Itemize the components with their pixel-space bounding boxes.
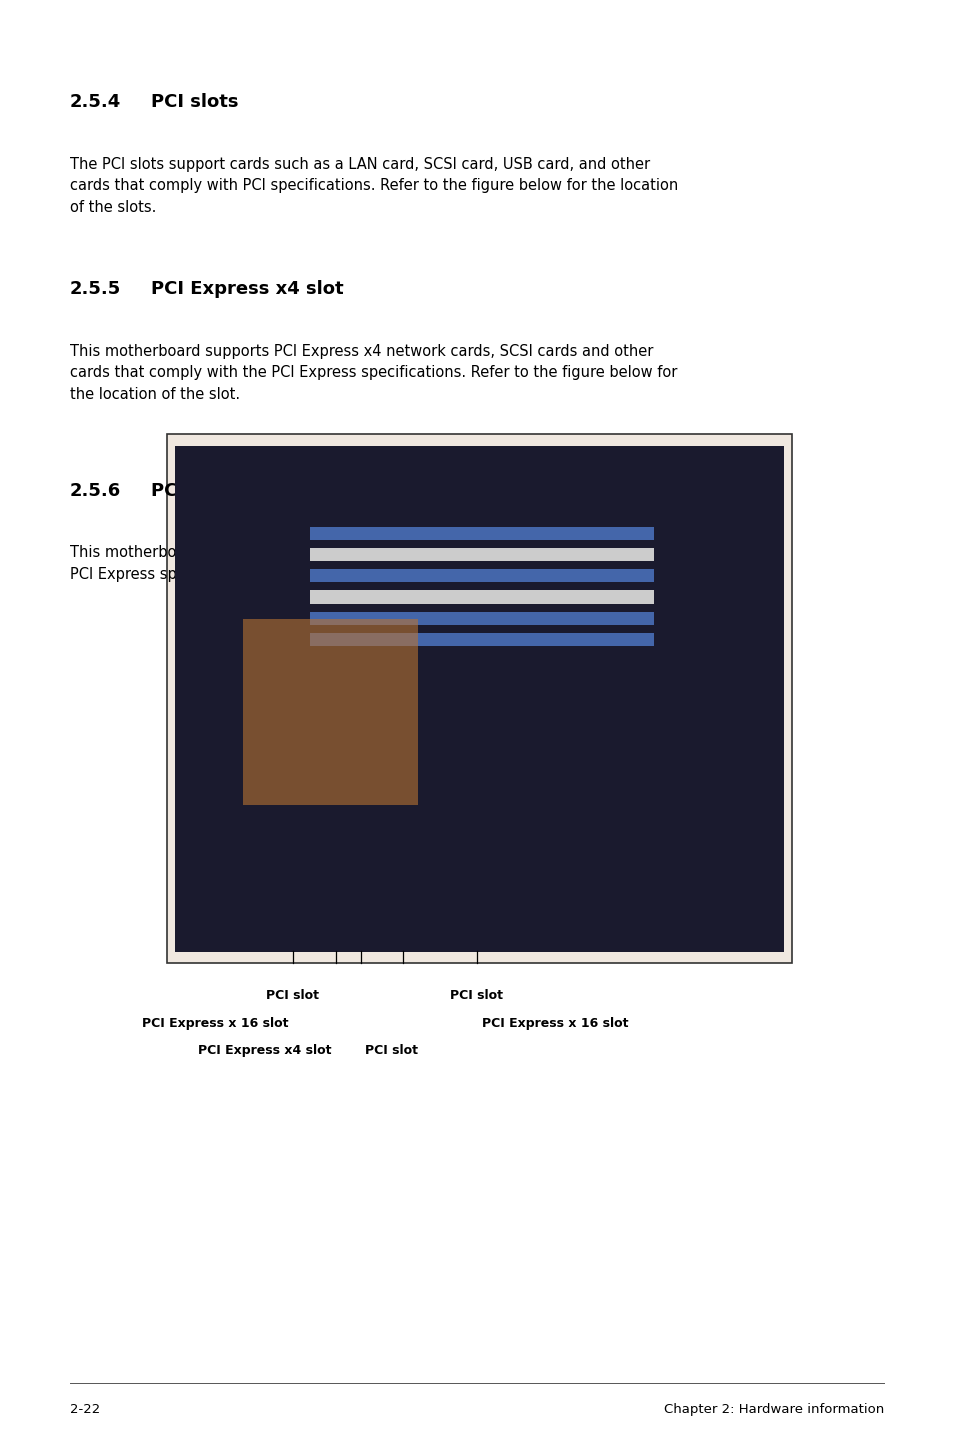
Text: Chapter 2: Hardware information: Chapter 2: Hardware information: [663, 1403, 883, 1416]
Bar: [310, 611, 653, 624]
Text: PCI slots: PCI slots: [151, 93, 238, 112]
Text: PCI Express x 16 slot: PCI Express x 16 slot: [141, 1017, 288, 1030]
Bar: [310, 526, 653, 541]
Bar: [243, 620, 417, 805]
Text: 2.5.5: 2.5.5: [70, 280, 121, 299]
Bar: [310, 548, 653, 561]
Text: PCI Express x4 slot: PCI Express x4 slot: [197, 1044, 331, 1057]
Text: This motherboard supports PCI Express x4 network cards, SCSI cards and other
car: This motherboard supports PCI Express x4…: [70, 344, 677, 401]
Bar: [310, 591, 653, 604]
Text: PCI Express x16 slots: PCI Express x16 slots: [151, 482, 366, 500]
Text: PCI Express x4 slot: PCI Express x4 slot: [151, 280, 343, 299]
Text: PCI slot: PCI slot: [266, 989, 319, 1002]
Bar: [174, 446, 783, 952]
Text: This motherboard supports PCI Express x16 graphics cards that comply with the
PC: This motherboard supports PCI Express x1…: [70, 545, 659, 581]
Text: PCI slot: PCI slot: [450, 989, 503, 1002]
Bar: [167, 434, 791, 963]
Bar: [310, 569, 653, 582]
Bar: [310, 633, 653, 646]
Text: 2.5.6: 2.5.6: [70, 482, 121, 500]
Text: PCI Express x 16 slot: PCI Express x 16 slot: [481, 1017, 628, 1030]
Text: 2.5.4: 2.5.4: [70, 93, 121, 112]
Text: PCI slot: PCI slot: [365, 1044, 418, 1057]
Text: The PCI slots support cards such as a LAN card, SCSI card, USB card, and other
c: The PCI slots support cards such as a LA…: [70, 157, 678, 214]
Text: 2-22: 2-22: [70, 1403, 100, 1416]
